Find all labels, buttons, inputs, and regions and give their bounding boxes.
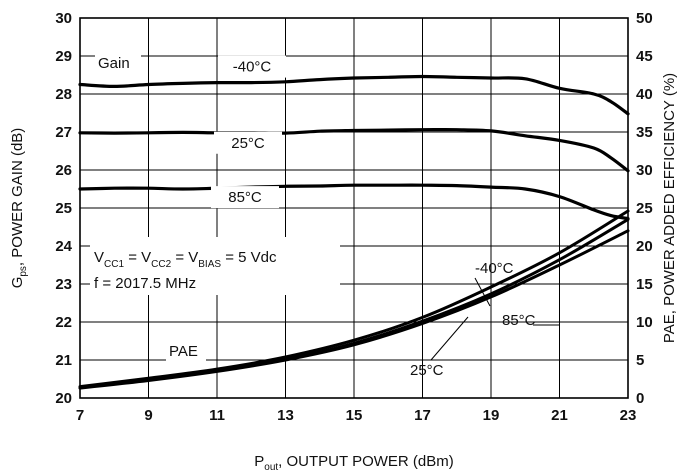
gain-label: Gain — [98, 55, 130, 72]
y-right-tick-label: 30 — [636, 162, 653, 179]
y-right-axis-title: PAE, POWER ADDED EFFICIENCY (%) — [661, 73, 678, 343]
y-right-tick-label: 40 — [636, 86, 653, 103]
pae-label: PAE — [169, 343, 198, 360]
y-right-tick-label: 45 — [636, 48, 653, 65]
pae-series-label-1: 25°C — [410, 316, 469, 379]
x-tick-label: 15 — [346, 407, 363, 424]
y-left-tick-label: 22 — [55, 314, 72, 331]
series-lines — [78, 74, 630, 390]
y-right-tick-label: 0 — [636, 390, 644, 407]
y-left-tick-label: 27 — [55, 124, 72, 141]
svg-text:-40°C: -40°C — [475, 260, 514, 277]
pae-series-label-0: -40°C — [474, 260, 514, 307]
y-right-tick-label: 25 — [636, 200, 653, 217]
svg-text:85°C: 85°C — [228, 189, 262, 206]
pae-line-0 — [78, 209, 630, 389]
conditions-annotation: VCC1 = VCC2 = VBIAS = 5 Vdc f = 2017.5 M… — [90, 237, 340, 295]
x-tick-label: 21 — [551, 407, 568, 424]
pae-annotation: PAE — [166, 340, 206, 362]
y-left-tick-label: 23 — [55, 276, 72, 293]
pae-series-label-2: 85°C — [502, 312, 560, 329]
y-right-tick-label: 50 — [636, 10, 653, 27]
y-left-tick-label: 24 — [55, 238, 72, 255]
frequency-text: f = 2017.5 MHz — [94, 275, 196, 292]
y-right-tick-label: 10 — [636, 314, 653, 331]
y-right-tick-label: 5 — [636, 352, 644, 369]
conditions-text: VCC1 = VCC2 = VBIAS = 5 Vdc — [94, 249, 277, 270]
svg-text:85°C: 85°C — [502, 312, 536, 329]
gain-series-label-0: -40°C — [218, 55, 286, 78]
y-left-tick-label: 26 — [55, 162, 72, 179]
y-right-tick-label: 35 — [636, 124, 653, 141]
pae-line-2 — [78, 229, 630, 390]
x-axis-title: Pout, OUTPUT POWER (dBm) — [254, 453, 453, 473]
y-left-tick-label: 21 — [55, 352, 72, 369]
leader-line — [474, 277, 491, 307]
tick-labels: 7 9 11 13 15 17 19 21 23 20 21 22 23 24 25 26 27 28 29 30 0 5… — [55, 10, 652, 424]
gain-line-0 — [78, 74, 630, 116]
plot-frame — [79, 17, 629, 399]
leader-line — [430, 316, 469, 361]
y-left-tick-label: 29 — [55, 48, 72, 65]
gain-annotation: Gain — [95, 52, 141, 74]
y-left-axis-title: Gps, POWER GAIN (dB) — [9, 128, 29, 289]
y-right-tick-label: 20 — [636, 238, 653, 255]
svg-text:25°C: 25°C — [231, 135, 265, 152]
x-tick-label: 23 — [620, 407, 637, 424]
y-left-tick-label: 25 — [55, 200, 72, 217]
series-labels: -40°C 25°C 85°C -40°C 25°C 85°C — [211, 55, 560, 379]
x-tick-label: 13 — [277, 407, 294, 424]
y-left-tick-label: 30 — [55, 10, 72, 27]
x-tick-label: 9 — [144, 407, 152, 424]
y-left-tick-label: 28 — [55, 86, 72, 103]
gain-series-label-2: 85°C — [211, 186, 279, 209]
x-tick-label: 17 — [414, 407, 431, 424]
x-tick-label: 19 — [483, 407, 500, 424]
y-left-tick-label: 20 — [55, 390, 72, 407]
svg-text:25°C: 25°C — [410, 362, 444, 379]
x-tick-label: 7 — [76, 407, 84, 424]
gain-series-label-1: 25°C — [214, 131, 282, 154]
x-tick-label: 11 — [209, 407, 225, 424]
gain-line-1 — [78, 128, 630, 173]
y-right-tick-label: 15 — [636, 276, 653, 293]
gain-line-2 — [78, 183, 630, 221]
svg-text:-40°C: -40°C — [233, 59, 272, 76]
